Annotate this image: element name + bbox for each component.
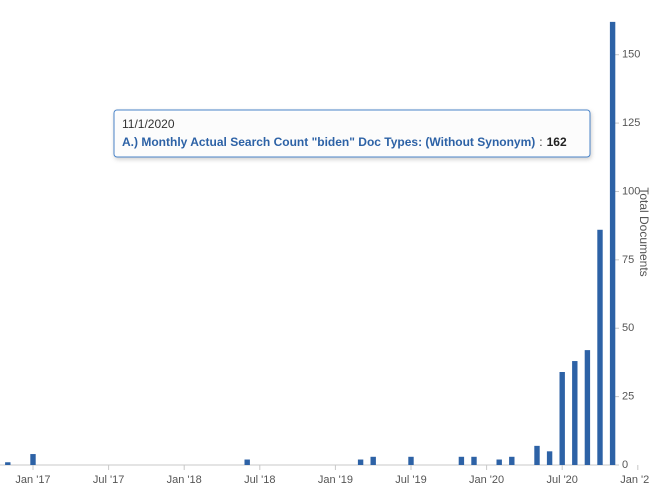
x-tick-label: Jan '17 [15,474,50,486]
x-tick-label: Jan '21 [620,474,650,486]
x-tick-label: Jul '18 [244,474,275,486]
tooltip-series: A.) Monthly Actual Search Count "biden" … [122,135,535,149]
tooltip-row: A.) Monthly Actual Search Count "biden" … [122,135,567,149]
y-tick-label: 75 [622,254,634,266]
x-tick-label: Jul '20 [546,474,577,486]
bar [471,456,477,465]
bar [597,229,603,465]
tooltip-date: 11/1/2020 [122,117,175,131]
bar [609,21,616,465]
y-tick-label: 50 [622,322,634,334]
tooltip-box [113,109,591,158]
bar [370,456,376,465]
tooltip-value: 162 [547,135,567,149]
y-tick-label: 125 [622,117,640,129]
bar [559,372,565,465]
bar [584,350,591,465]
bar [408,456,414,465]
x-tick-label: Jul '19 [395,474,426,486]
y-tick-label: 100 [622,185,640,197]
x-tick-label: Jan '18 [167,474,202,486]
bar [546,451,553,465]
bar [534,445,540,465]
y-tick-label: 25 [622,391,634,403]
y-axis-label: Total Documents [637,187,650,276]
y-tick-label: 150 [622,49,640,61]
bar [30,454,36,465]
tooltip-separator: : [539,135,542,149]
bar [5,462,11,465]
tooltip: 11/1/2020 A.) Monthly Actual Search Coun… [113,109,591,158]
bar [572,361,578,465]
bar [496,459,502,465]
bar [458,456,465,465]
bar [357,459,364,465]
x-tick-label: Jan '20 [469,474,504,486]
y-tick-label: 0 [622,459,628,471]
x-tick-label: Jul '17 [93,474,124,486]
bar [244,459,250,465]
x-tick-label: Jan '19 [318,474,353,486]
bar [509,456,515,465]
